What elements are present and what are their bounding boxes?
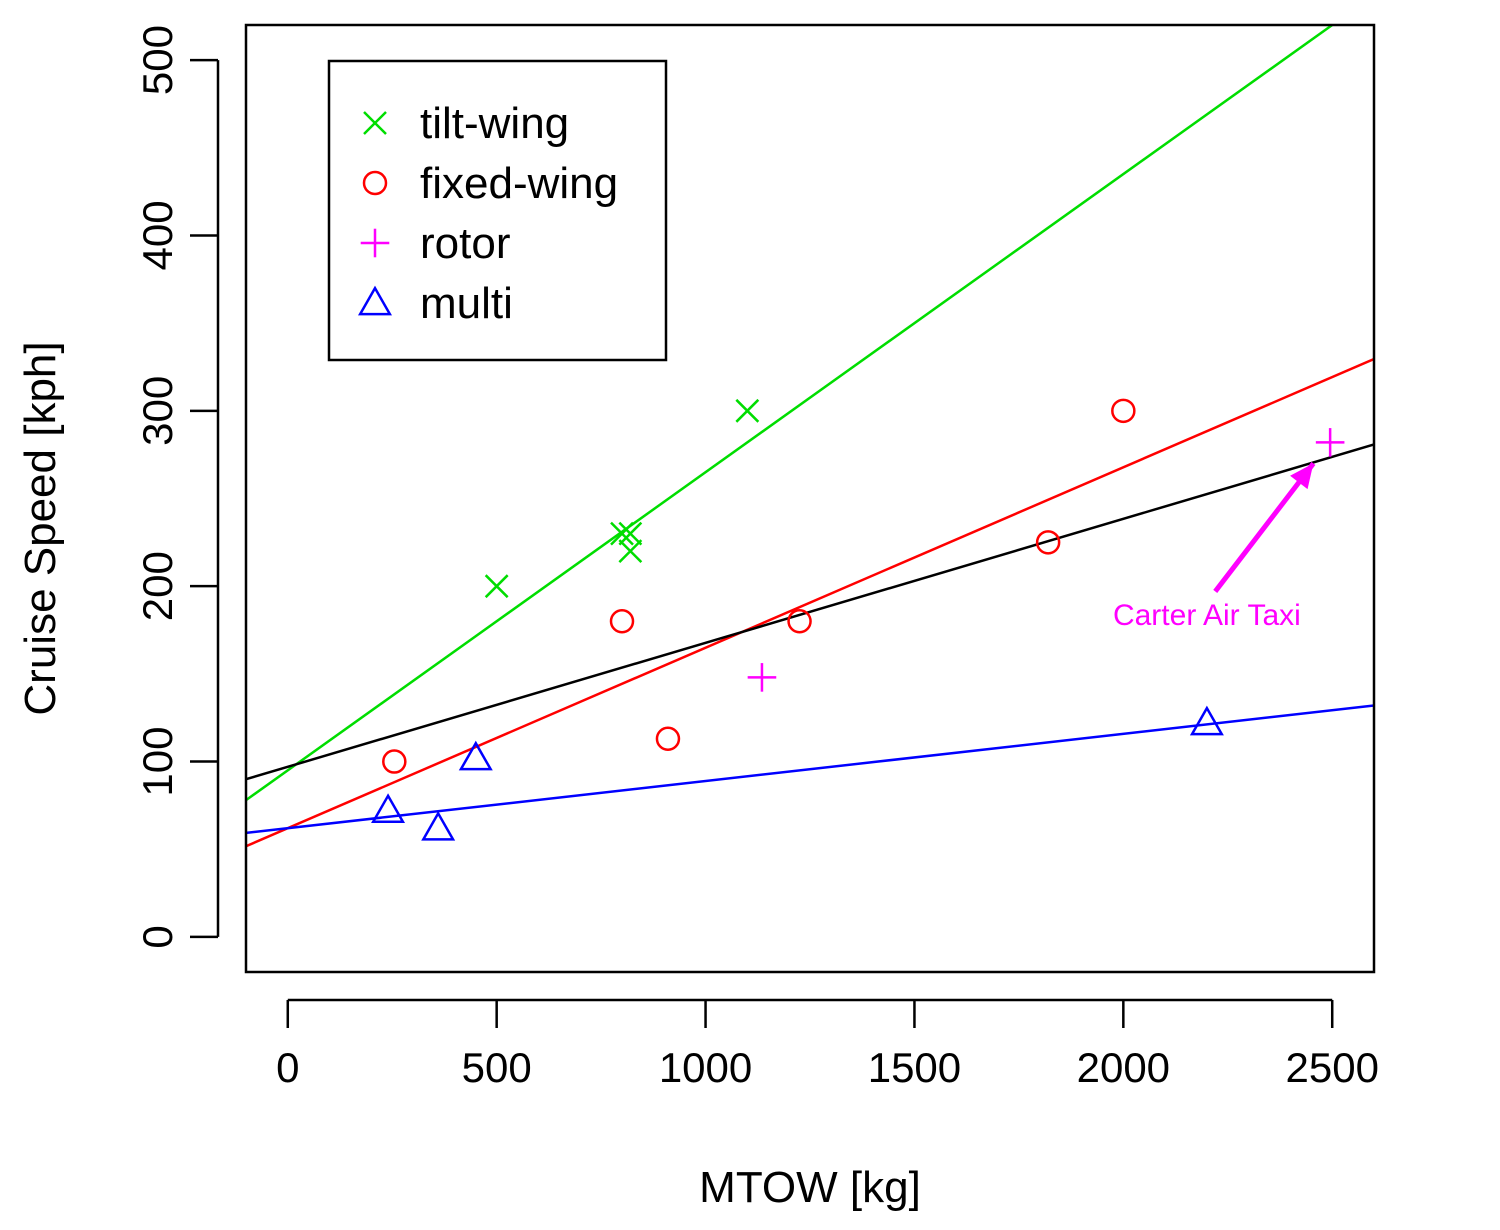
y-tick-label-5: 500 (134, 25, 181, 95)
y-tick-label-4: 400 (134, 200, 181, 270)
point-fixed-wing-3 (787, 609, 812, 634)
point-tilt-wing-4 (735, 398, 760, 423)
legend-marker-multi (357, 285, 393, 316)
point-tilt-wing-1 (610, 521, 634, 546)
annotation-label-0: Carter Air Taxi (1113, 599, 1301, 632)
x-tick-label-0: 0 (276, 1044, 299, 1091)
point-fixed-wing-2 (655, 726, 681, 752)
y-tick-label-2: 200 (134, 551, 181, 621)
y-axis-title: Cruise Speed [kph] (16, 341, 65, 715)
x-tick-label-2: 1000 (659, 1044, 752, 1091)
point-multi-0 (371, 793, 406, 824)
fit-line-multi (246, 704, 1374, 835)
fit-line-fixed-wing (246, 357, 1374, 848)
y-axis: 0 100 200 300 400 500 (134, 25, 220, 949)
x-tick-label-5: 2500 (1286, 1044, 1379, 1091)
point-fixed-wing-5 (1111, 398, 1136, 424)
x-tick-label-1: 500 (462, 1044, 532, 1091)
point-tilt-wing-2 (618, 539, 643, 563)
point-multi-2 (458, 740, 493, 771)
point-fixed-wing-0 (382, 749, 407, 774)
y-tick-label-0: 0 (134, 925, 181, 948)
legend: tilt-wing fixed-wing rotor multi (327, 59, 668, 362)
y-tick-label-3: 300 (134, 376, 181, 446)
legend-label-rotor: rotor (420, 219, 510, 268)
x-axis-title: MTOW [kg] (699, 1163, 921, 1212)
annotations: Carter Air Taxi (1113, 461, 1316, 632)
legend-label-fixed-wing: fixed-wing (420, 159, 618, 208)
fit-line-overall (246, 443, 1374, 781)
point-fixed-wing-1 (609, 609, 635, 634)
point-fixed-wing-4 (1035, 530, 1061, 555)
legend-marker-tilt-wing (363, 111, 387, 135)
x-tick-label-4: 2000 (1077, 1044, 1170, 1091)
plot-frame (244, 23, 1376, 974)
point-rotor-0 (747, 663, 777, 692)
x-axis: 0 500 1000 1500 2000 2500 (276, 998, 1379, 1091)
point-rotor-1 (1315, 428, 1345, 457)
legend-marker-fixed-wing (362, 170, 388, 196)
x-tick-label-3: 1500 (868, 1044, 961, 1091)
annotation-arrowhead-0 (1290, 463, 1314, 490)
legend-box (327, 59, 668, 362)
point-tilt-wing-3 (618, 521, 643, 546)
point-multi-3 (1189, 705, 1224, 736)
data-points (371, 398, 1345, 841)
fit-line-tilt-wing (246, 25, 1335, 802)
y-tick-label-1: 100 (134, 727, 181, 797)
legend-marker-rotor (360, 228, 390, 258)
fit-lines (246, 25, 1374, 848)
annotation-arrow-0 (1213, 461, 1316, 593)
point-multi-1 (421, 810, 456, 841)
point-tilt-wing-0 (484, 574, 509, 599)
legend-label-multi: multi (420, 279, 513, 328)
legend-label-tilt-wing: tilt-wing (420, 99, 569, 148)
